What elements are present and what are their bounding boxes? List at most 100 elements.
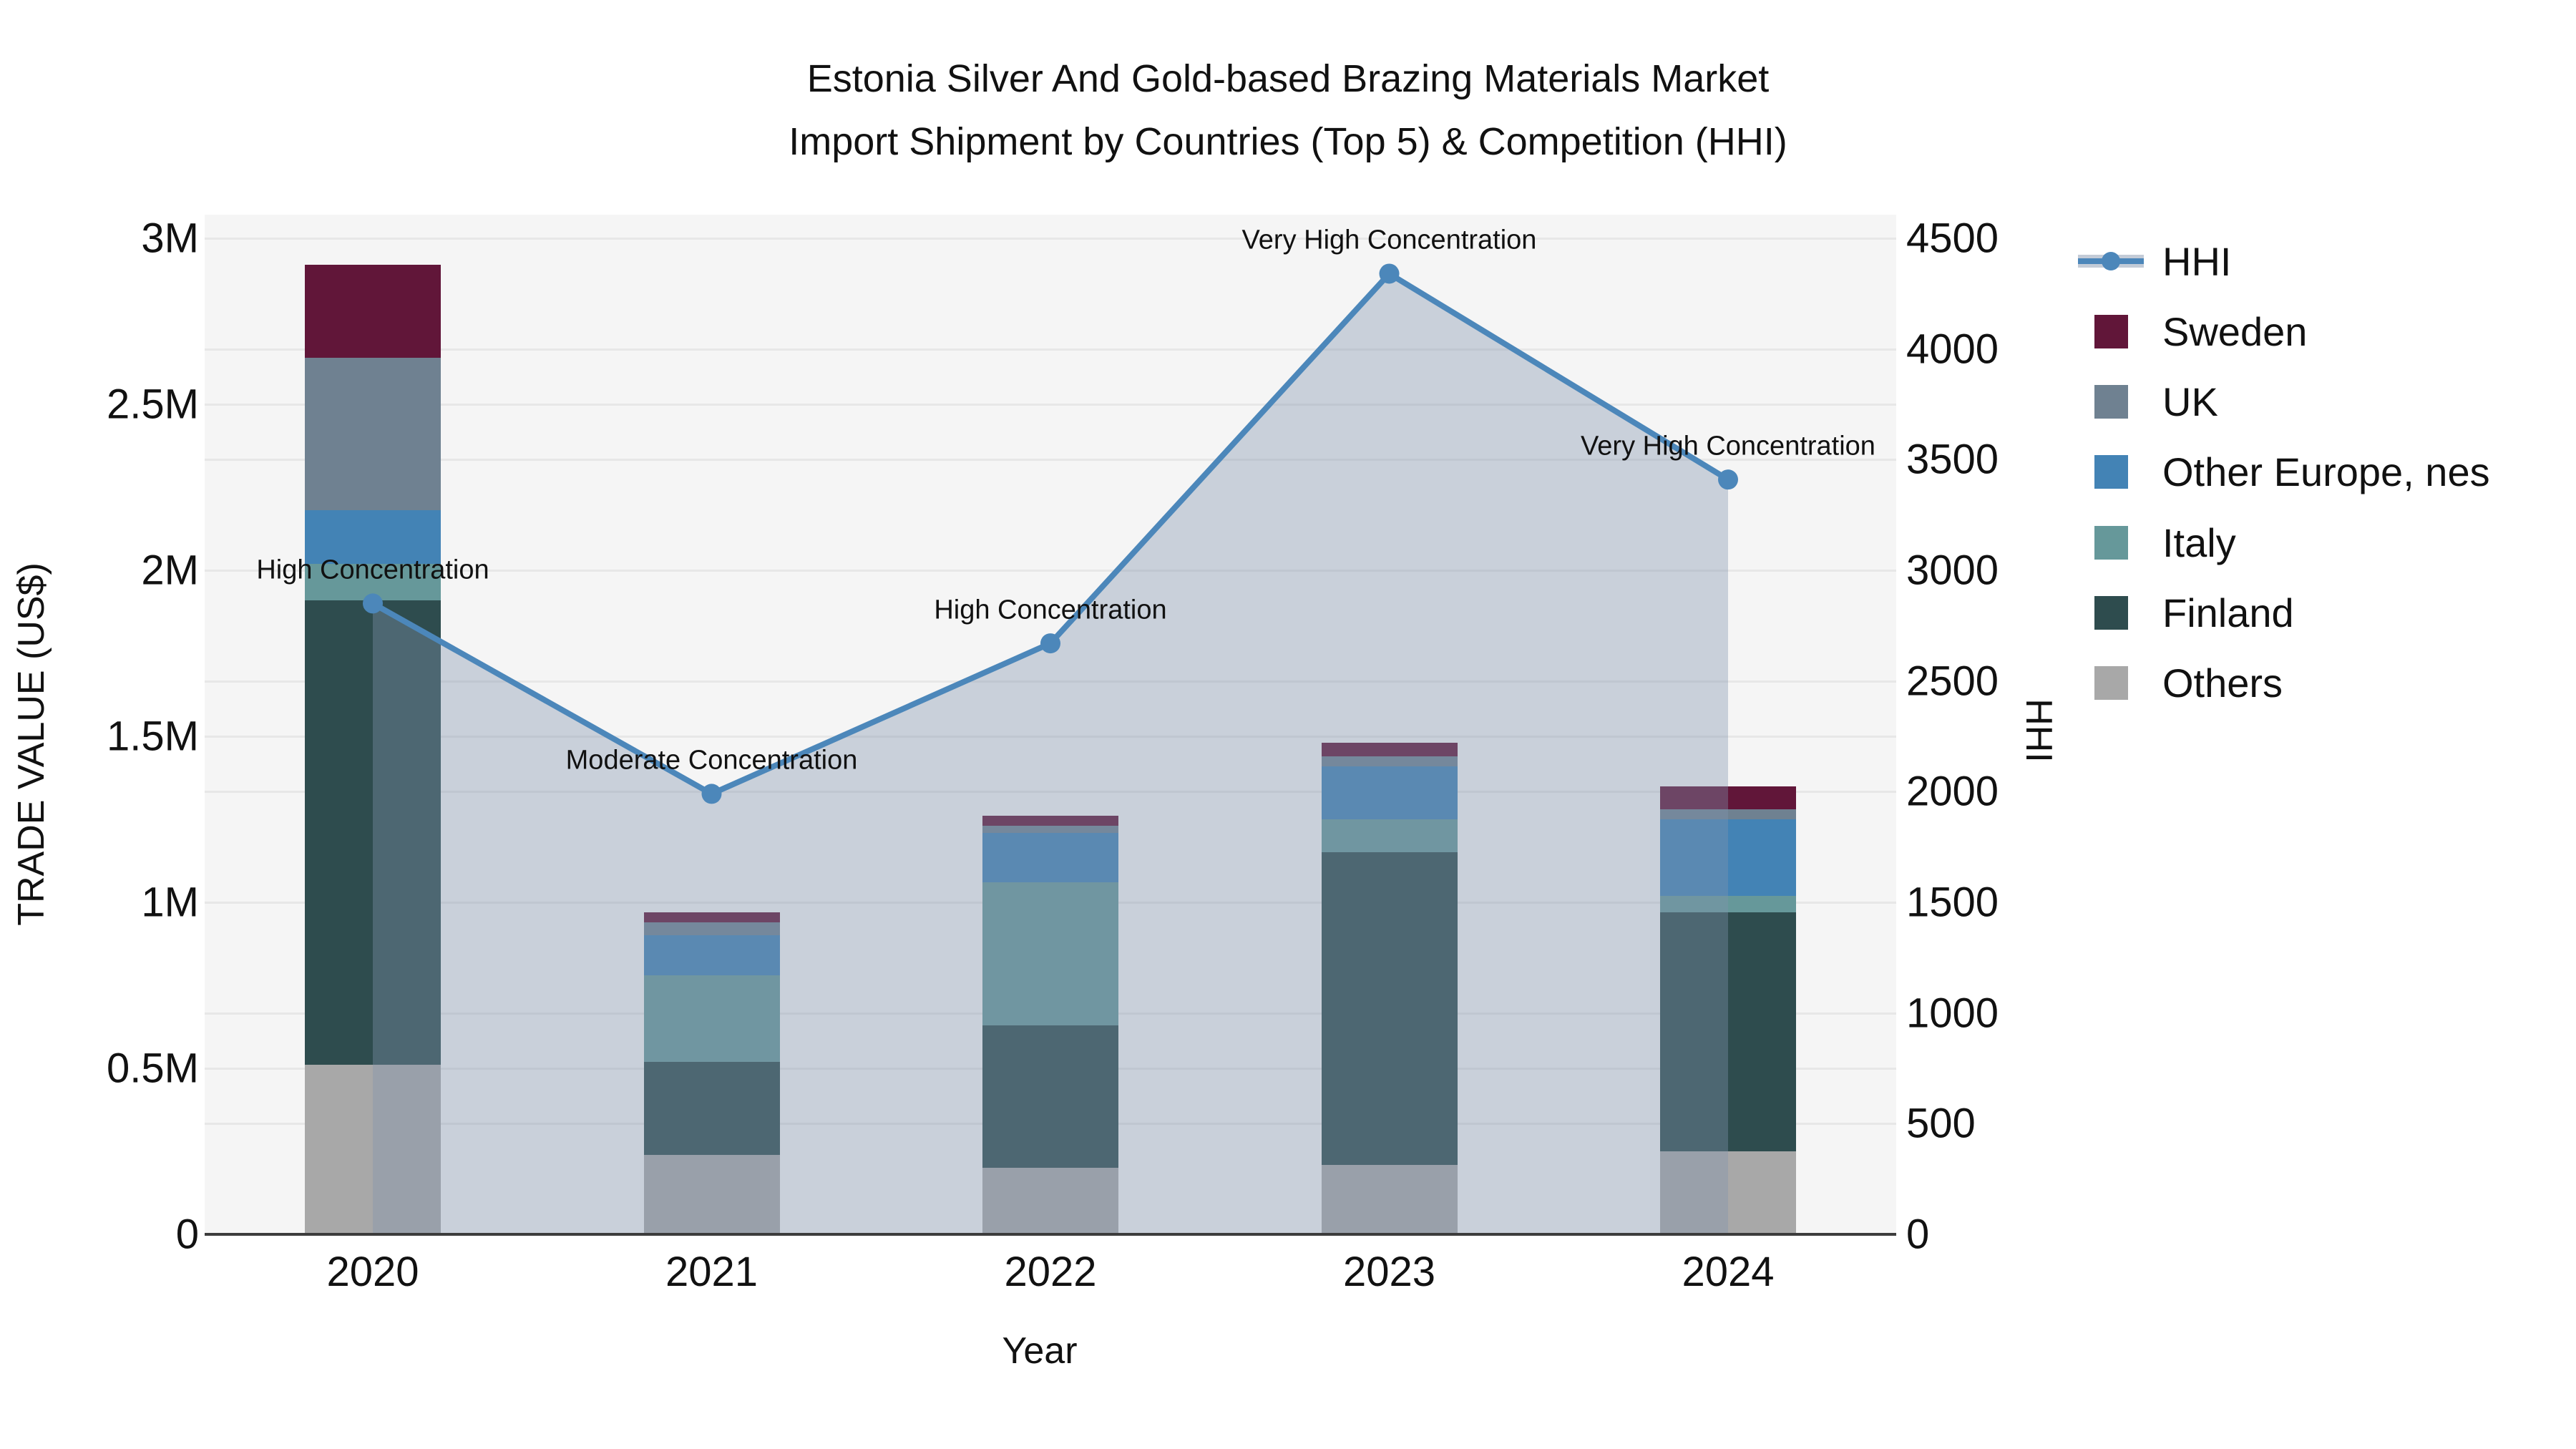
legend-label: HHI [2162, 238, 2232, 284]
gridline [205, 680, 1896, 683]
x-axis-line [205, 1233, 1896, 1236]
left-tick-2M: 2M [141, 547, 199, 594]
gridline [205, 736, 1896, 738]
bar-segment-sweden-2021 [643, 912, 780, 922]
hhi-marker-2020 [363, 593, 383, 614]
bar-segment-sweden-2020 [305, 265, 441, 358]
bar-segment-other-europe-nes-2024 [1660, 819, 1796, 896]
gridline [205, 570, 1896, 572]
x-tick-2021: 2021 [665, 1249, 758, 1295]
legend-label: Other Europe, nes [2162, 449, 2490, 495]
hhi-marker-2021 [701, 784, 722, 804]
legend-label: Sweden [2162, 308, 2308, 354]
bar-segment-others-2020 [305, 1065, 441, 1234]
bar-segment-uk-2020 [305, 358, 441, 511]
legend-label: UK [2162, 379, 2218, 425]
bar-segment-sweden-2022 [982, 816, 1118, 826]
legend-item-other-europe-nes: Other Europe, nes [2078, 449, 2490, 495]
legend-label: Italy [2162, 519, 2236, 565]
bar-segment-others-2023 [1321, 1164, 1458, 1234]
x-axis-title: Year [1002, 1330, 1078, 1372]
legend-item-finland: Finland [2078, 590, 2294, 635]
bar-segment-finland-2021 [643, 1061, 780, 1155]
bar-segment-finland-2024 [1660, 912, 1796, 1151]
left-tick-0.5M: 0.5M [107, 1045, 199, 1092]
bar-segment-other-europe-nes-2022 [982, 832, 1118, 883]
legend-swatch [2094, 525, 2128, 560]
right-tick-3500: 3500 [1906, 436, 1999, 483]
legend-swatch [2094, 455, 2128, 489]
right-tick-1000: 1000 [1906, 990, 1999, 1037]
bar-segment-others-2024 [1660, 1151, 1796, 1234]
legend-label: Finland [2162, 590, 2294, 635]
annotation-2023: Very High Concentration [1241, 225, 1537, 255]
bar-segment-uk-2021 [643, 922, 780, 936]
chart-title: Estonia Silver And Gold-based Brazing Ma… [0, 47, 2576, 173]
bar-segment-italy-2024 [1660, 895, 1796, 912]
bar-segment-uk-2024 [1660, 809, 1796, 819]
gridline [205, 404, 1896, 406]
bar-segment-uk-2022 [982, 826, 1118, 833]
annotation-2024: Very High Concentration [1581, 431, 1875, 462]
right-tick-0: 0 [1906, 1211, 1930, 1258]
gridline [205, 348, 1896, 351]
x-tick-2023: 2023 [1342, 1249, 1436, 1295]
legend-label: Others [2162, 660, 2283, 706]
gridline [205, 238, 1896, 240]
legend-item-italy: Italy [2078, 520, 2236, 565]
legend-item-others: Others [2078, 660, 2283, 706]
bar-segment-others-2021 [643, 1154, 780, 1234]
x-tick-2020: 2020 [326, 1249, 419, 1295]
hhi-marker-2022 [1040, 633, 1060, 654]
right-tick-2000: 2000 [1906, 768, 1999, 815]
left-tick-2.5M: 2.5M [107, 381, 199, 428]
annotation-2021: Moderate Concentration [565, 745, 858, 776]
chart-title-line1: Estonia Silver And Gold-based Brazing Ma… [806, 57, 1770, 100]
hhi-area-fill [373, 273, 1728, 1234]
right-tick-500: 500 [1906, 1100, 1976, 1147]
legend-item-uk: UK [2078, 379, 2218, 425]
right-axis-title: HHI [2018, 698, 2059, 763]
hhi-marker-2024 [1718, 469, 1738, 490]
right-tick-2500: 2500 [1906, 658, 1999, 705]
bar-segment-others-2022 [982, 1168, 1118, 1234]
left-tick-1.5M: 1.5M [107, 713, 199, 760]
right-tick-4500: 4500 [1906, 215, 1999, 262]
bar-segment-italy-2022 [982, 882, 1118, 1025]
legend-swatch [2094, 666, 2128, 701]
right-tick-3000: 3000 [1906, 547, 1999, 594]
bar-segment-sweden-2023 [1321, 743, 1458, 756]
bar-segment-finland-2023 [1321, 852, 1458, 1165]
bar-segment-sweden-2024 [1660, 786, 1796, 810]
chart-title-line2: Import Shipment by Countries (Top 5) & C… [789, 120, 1787, 163]
gridline [205, 791, 1896, 794]
bar-segment-italy-2023 [1321, 819, 1458, 853]
right-tick-4000: 4000 [1906, 326, 1999, 373]
legend-item-sweden: Sweden [2078, 308, 2308, 354]
gridline [205, 459, 1896, 462]
bar-segment-uk-2023 [1321, 756, 1458, 766]
hhi-marker-2023 [1379, 263, 1400, 284]
bar-segment-finland-2022 [982, 1025, 1118, 1169]
left-tick-0: 0 [175, 1211, 199, 1258]
bar-segment-italy-2021 [643, 975, 780, 1062]
legend-swatch [2094, 314, 2128, 348]
annotation-2020: High Concentration [256, 555, 489, 585]
annotation-2022: High Concentration [934, 595, 1167, 625]
bar-segment-finland-2020 [305, 600, 441, 1065]
x-tick-2024: 2024 [1682, 1249, 1775, 1295]
legend-swatch [2094, 385, 2128, 419]
bar-segment-other-europe-nes-2020 [305, 510, 441, 564]
left-axis-title: TRADE VALUE (US$) [11, 562, 52, 926]
hhi-line-layer [363, 263, 1738, 1234]
x-tick-2022: 2022 [1004, 1249, 1097, 1295]
legend-item-hhi: HHI [2078, 238, 2232, 284]
hhi-line-swatch [2078, 245, 2144, 277]
bar-segment-other-europe-nes-2021 [643, 935, 780, 976]
left-tick-1M: 1M [141, 879, 199, 926]
right-tick-1500: 1500 [1906, 879, 1999, 926]
bar-segment-other-europe-nes-2023 [1321, 766, 1458, 819]
plot-area [205, 215, 1896, 1234]
legend-swatch [2094, 596, 2128, 630]
